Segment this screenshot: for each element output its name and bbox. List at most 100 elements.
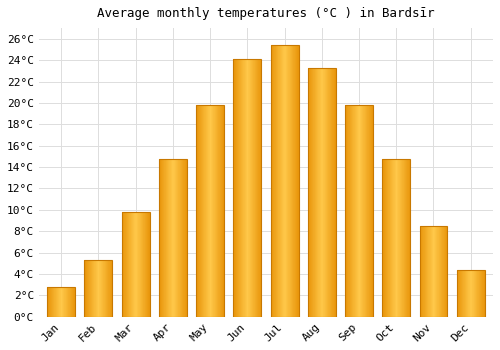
Bar [447, 226, 448, 317]
Bar [166, 159, 168, 317]
Bar [309, 68, 310, 317]
Bar [284, 45, 285, 317]
Bar [439, 226, 440, 317]
Bar [370, 105, 372, 317]
Bar [275, 45, 276, 317]
Bar [107, 260, 108, 317]
Bar [173, 159, 174, 317]
Bar [62, 287, 63, 317]
Bar [359, 105, 360, 317]
Bar [100, 260, 101, 317]
Bar [206, 105, 208, 317]
Bar [124, 212, 125, 317]
Bar [437, 226, 438, 317]
Bar [276, 45, 278, 317]
Bar [131, 212, 132, 317]
Bar [366, 105, 367, 317]
Bar [311, 68, 312, 317]
Bar [147, 212, 148, 317]
Bar [294, 45, 295, 317]
Bar [98, 260, 99, 317]
Bar [464, 270, 465, 317]
Bar [172, 159, 173, 317]
Title: Average monthly temperatures (°C ) in Bardsīr: Average monthly temperatures (°C ) in Ba… [97, 7, 434, 20]
Bar [238, 59, 239, 317]
Bar [252, 59, 253, 317]
Bar [396, 159, 397, 317]
Bar [432, 226, 433, 317]
Bar [422, 226, 423, 317]
Bar [73, 287, 74, 317]
Bar [291, 45, 292, 317]
Bar [208, 105, 209, 317]
Bar [362, 105, 363, 317]
Bar [58, 287, 59, 317]
Bar [71, 287, 72, 317]
Bar [249, 59, 250, 317]
Bar [483, 270, 484, 317]
Bar [56, 287, 57, 317]
Bar [219, 105, 220, 317]
Bar [52, 287, 53, 317]
Bar [214, 105, 215, 317]
Bar [94, 260, 95, 317]
Bar [405, 159, 406, 317]
Bar [385, 159, 386, 317]
Bar [148, 212, 149, 317]
Bar [355, 105, 356, 317]
Bar [109, 260, 110, 317]
Bar [322, 68, 323, 317]
Bar [446, 226, 447, 317]
Bar [127, 212, 128, 317]
Bar [279, 45, 280, 317]
Bar [442, 226, 443, 317]
Bar [55, 287, 56, 317]
Bar [480, 270, 481, 317]
Bar [139, 212, 140, 317]
Bar [460, 270, 461, 317]
Bar [364, 105, 365, 317]
Bar [70, 287, 71, 317]
Bar [85, 260, 86, 317]
Bar [196, 105, 224, 317]
Bar [323, 68, 324, 317]
Bar [234, 59, 235, 317]
Bar [133, 212, 134, 317]
Bar [255, 59, 256, 317]
Bar [108, 260, 109, 317]
Bar [211, 105, 212, 317]
Bar [161, 159, 162, 317]
Bar [290, 45, 291, 317]
Bar [313, 68, 314, 317]
Bar [478, 270, 479, 317]
Bar [74, 287, 75, 317]
Bar [260, 59, 262, 317]
Bar [285, 45, 286, 317]
Bar [351, 105, 352, 317]
Bar [163, 159, 164, 317]
Bar [314, 68, 315, 317]
Bar [386, 159, 387, 317]
Bar [200, 105, 201, 317]
Bar [258, 59, 259, 317]
Bar [468, 270, 469, 317]
Bar [404, 159, 405, 317]
Bar [317, 68, 318, 317]
Bar [479, 270, 480, 317]
Bar [425, 226, 426, 317]
Bar [308, 68, 309, 317]
Bar [180, 159, 181, 317]
Bar [395, 159, 396, 317]
Bar [146, 212, 147, 317]
Bar [398, 159, 399, 317]
Bar [310, 68, 311, 317]
Bar [357, 105, 358, 317]
Bar [165, 159, 166, 317]
Bar [424, 226, 425, 317]
Bar [245, 59, 246, 317]
Bar [324, 68, 325, 317]
Bar [96, 260, 98, 317]
Bar [333, 68, 334, 317]
Bar [171, 159, 172, 317]
Bar [51, 287, 52, 317]
